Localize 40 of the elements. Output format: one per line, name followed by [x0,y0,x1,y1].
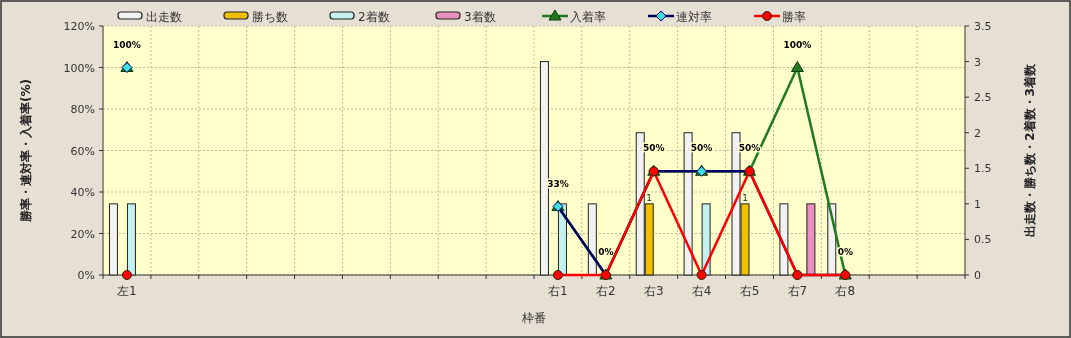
x-tick-label: 右4 [691,284,712,298]
y2-axis-title: 出走数・勝ち数・2着数・3着数 [1023,63,1037,237]
y2-tick-label: 0 [974,269,981,282]
x-axis-title: 枠番 [521,311,546,325]
y-axis-title: 勝率・連対率・入着率(%) [19,79,33,223]
y-tick-label: 60% [70,144,95,158]
y2-tick-label: 0.5 [974,233,992,247]
y2-tick-label: 2.5 [974,91,992,105]
y2-tick-label: 1.5 [974,162,992,176]
y2-tick-label: 3.5 [974,20,992,33]
data-label: 100% [113,39,141,50]
data-label: 0% [598,247,614,257]
data-label: 1 [742,192,748,203]
y2-tick-label: 3 [974,55,981,69]
y-tick-label: 80% [70,103,95,116]
y-tick-label: 120% [63,20,95,33]
x-tick-label: 左1 [117,284,137,298]
y2-tick-label: 2 [974,126,981,140]
x-tick-label: 右3 [643,284,664,298]
data-label: 100% [783,39,812,50]
data-label: 1 [646,192,653,203]
legend-label: 連対率 [676,10,712,24]
x-tick-label: 右1 [548,284,568,298]
y-tick-label: 20% [70,227,95,241]
legend-label: 3着数 [464,10,496,24]
y2-tick-label: 1 [974,197,981,211]
legend-label: 2着数 [358,10,390,24]
x-tick-label: 右7 [787,284,808,298]
x-tick-label: 右8 [835,284,856,298]
x-tick-label: 右2 [596,284,616,298]
data-label: 50% [738,143,761,154]
legend-label: 勝率 [782,10,806,24]
y-tick-label: 0% [77,269,95,282]
data-label: 50% [690,143,713,154]
y-tick-label: 100% [63,61,95,75]
x-tick-label: 右5 [739,284,760,298]
legend-label: 出走数 [146,10,182,24]
legend-label: 勝ち数 [252,10,288,24]
y-tick-label: 40% [70,186,95,199]
legend-label: 入着率 [570,10,606,24]
